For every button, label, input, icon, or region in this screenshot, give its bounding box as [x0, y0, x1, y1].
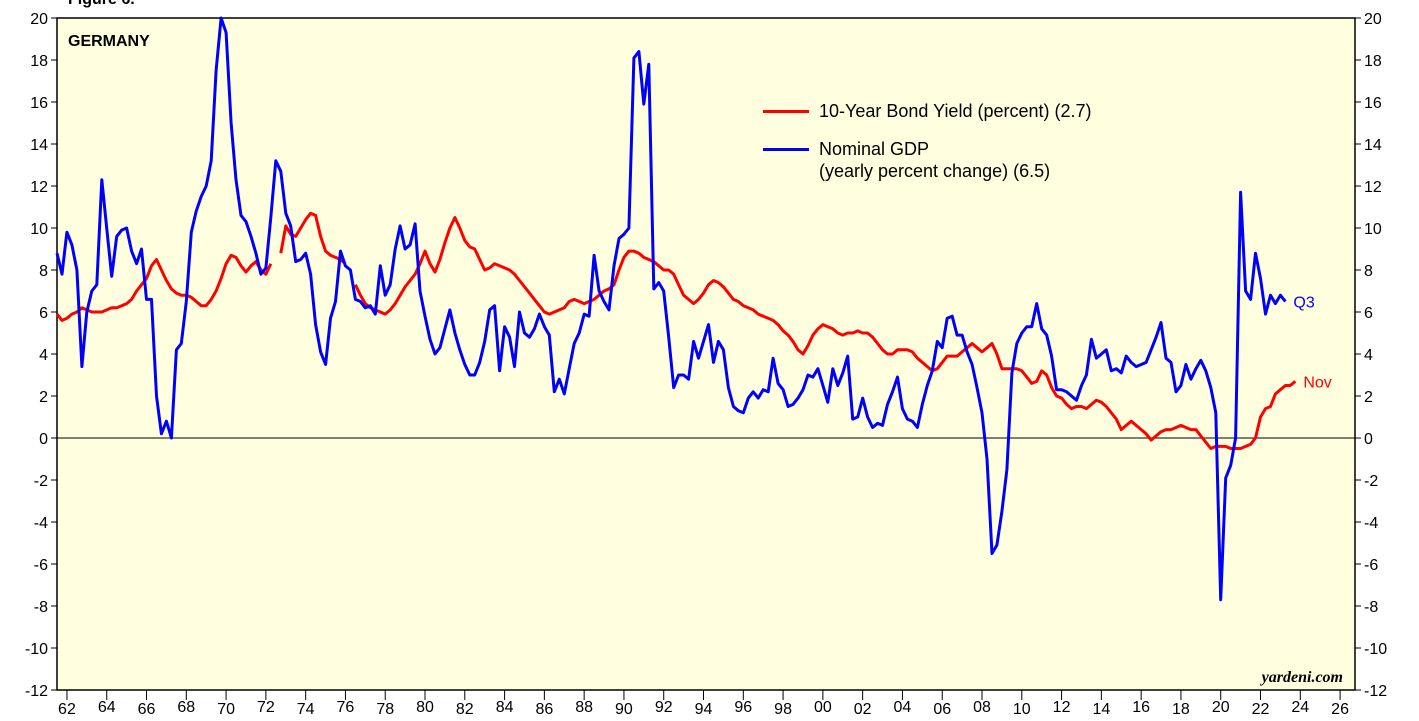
- legend-entry: Nominal GDP (yearly percent change) (6.5…: [763, 138, 1092, 182]
- y-tick-label: 6: [39, 305, 48, 322]
- end-label: Q3: [1293, 295, 1314, 312]
- x-tick-label: 86: [535, 701, 553, 718]
- series-line: [55, 16, 1287, 602]
- y-tick-label: -12: [25, 683, 48, 700]
- x-tick-label: 74: [297, 701, 315, 718]
- y2-tick-label: 4: [1364, 347, 1373, 364]
- x-tick-label: 04: [894, 699, 912, 716]
- y2-tick-label: -12: [1364, 683, 1387, 700]
- x-tick-label: 76: [337, 699, 355, 716]
- y2-tick-label: 16: [1364, 95, 1382, 112]
- x-tick-label: 78: [376, 701, 394, 718]
- x-tick-label: 96: [734, 699, 752, 716]
- x-tick-label: 26: [1331, 701, 1349, 718]
- y2-tick-label: 18: [1364, 53, 1382, 70]
- legend-swatch: [763, 110, 809, 113]
- y-tick-label: 2: [39, 389, 48, 406]
- y2-tick-label: 6: [1364, 305, 1373, 322]
- y-tick-label: 18: [30, 53, 48, 70]
- x-tick-label: 72: [257, 699, 275, 716]
- x-tick-label: 00: [814, 699, 832, 716]
- x-tick-label: 02: [854, 701, 872, 718]
- legend-swatch: [763, 148, 809, 151]
- y-tick-label: 10: [30, 221, 48, 238]
- x-tick-label: 90: [615, 701, 633, 718]
- x-tick-label: 14: [1092, 701, 1110, 718]
- x-tick-label: 98: [774, 701, 792, 718]
- y2-tick-label: -8: [1364, 599, 1378, 616]
- x-tick-label: 24: [1291, 699, 1309, 716]
- y2-tick-label: 12: [1364, 179, 1382, 196]
- legend: 10-Year Bond Yield (percent) (2.7) Nomina…: [763, 100, 1092, 198]
- x-tick-label: 70: [217, 701, 235, 718]
- x-tick-label: 66: [138, 701, 156, 718]
- legend-entry: 10-Year Bond Yield (percent) (2.7): [763, 100, 1092, 122]
- y2-tick-label: -2: [1364, 473, 1378, 490]
- y-tick-label: -2: [34, 473, 48, 490]
- x-tick-label: 16: [1132, 699, 1150, 716]
- end-label: Nov: [1303, 374, 1331, 391]
- y2-tick-label: 10: [1364, 221, 1382, 238]
- chart-title: GERMANY: [68, 33, 150, 50]
- y-tick-label: 12: [30, 179, 48, 196]
- figure-label: Figure 6.: [68, 0, 135, 8]
- y-tick-label: -4: [34, 515, 48, 532]
- y2-tick-label: 0: [1364, 431, 1373, 448]
- x-tick-label: 88: [575, 699, 593, 716]
- y2-tick-label: 20: [1364, 11, 1382, 28]
- y-tick-label: 8: [39, 263, 48, 280]
- x-tick-label: 80: [416, 699, 434, 716]
- y2-tick-label: -10: [1364, 641, 1387, 658]
- y-tick-label: 16: [30, 95, 48, 112]
- x-tick-label: 06: [933, 701, 951, 718]
- y-tick-label: 20: [30, 11, 48, 28]
- y2-tick-label: 14: [1364, 137, 1382, 154]
- y2-tick-label: 8: [1364, 263, 1373, 280]
- x-tick-label: 18: [1172, 701, 1190, 718]
- y-tick-label: 0: [39, 431, 48, 448]
- x-tick-label: 62: [58, 701, 76, 718]
- y-tick-label: 4: [39, 347, 48, 364]
- x-tick-label: 20: [1212, 699, 1230, 716]
- x-tick-label: 12: [1053, 699, 1071, 716]
- y-tick-label: -10: [25, 641, 48, 658]
- y-tick-label: -6: [34, 557, 48, 574]
- x-tick-label: 82: [456, 701, 474, 718]
- y-tick-label: 14: [30, 137, 48, 154]
- x-tick-label: 68: [177, 699, 195, 716]
- x-tick-label: 64: [98, 699, 116, 716]
- x-tick-label: 22: [1252, 701, 1270, 718]
- x-tick-label: 10: [1013, 701, 1031, 718]
- y2-tick-label: -6: [1364, 557, 1378, 574]
- legend-label: Nominal GDP (yearly percent change) (6.5…: [819, 139, 1051, 181]
- y-tick-label: -8: [34, 599, 48, 616]
- y2-tick-label: 2: [1364, 389, 1373, 406]
- legend-label: 10-Year Bond Yield (percent) (2.7): [819, 101, 1092, 121]
- x-tick-label: 92: [655, 699, 673, 716]
- plot-area: [56, 17, 1356, 691]
- source: yardeni.com: [1260, 669, 1343, 686]
- x-tick-label: 94: [695, 701, 713, 718]
- x-tick-label: 08: [973, 699, 991, 716]
- x-tick-label: 84: [496, 699, 514, 716]
- y2-tick-label: -4: [1364, 515, 1378, 532]
